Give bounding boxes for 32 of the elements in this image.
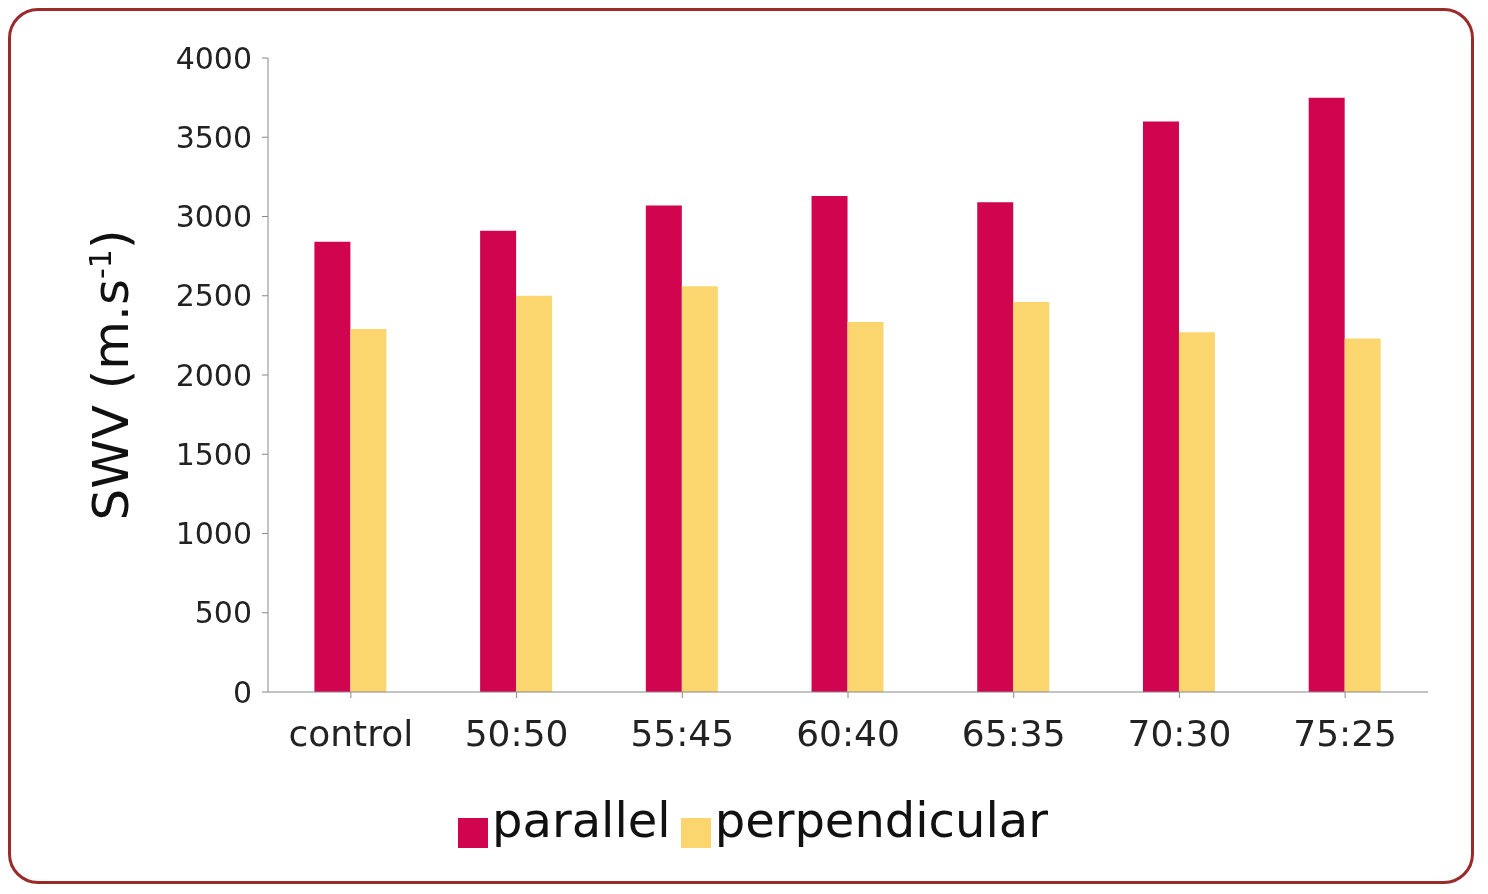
y-tick-label: 1500 xyxy=(175,436,252,472)
bar xyxy=(1178,332,1215,692)
bar xyxy=(847,321,884,692)
y-tick-label: 1000 xyxy=(175,516,252,552)
x-tick-label: 60:40 xyxy=(796,712,900,754)
legend-label: parallel xyxy=(492,792,671,848)
bar xyxy=(350,329,387,692)
y-tick-label: 4000 xyxy=(175,40,252,76)
x-tick-label: 70:30 xyxy=(1127,712,1232,754)
y-tick-label: 3000 xyxy=(175,199,252,235)
bar xyxy=(1013,302,1050,692)
bar xyxy=(314,241,351,692)
legend-label: perpendicular xyxy=(714,792,1048,848)
bar xyxy=(516,295,553,692)
bar xyxy=(645,205,682,692)
bar xyxy=(1142,121,1179,692)
y-tick-label: 500 xyxy=(194,595,252,631)
x-tick-label: 50:50 xyxy=(464,712,569,754)
x-tick-label: control xyxy=(288,712,414,754)
y-tick-label: 3500 xyxy=(175,119,252,155)
x-tick-label: 55:45 xyxy=(630,712,735,754)
bar xyxy=(811,195,848,692)
x-tick-label: 75:25 xyxy=(1293,712,1398,754)
bar xyxy=(977,202,1014,692)
y-tick-label: 0 xyxy=(232,674,252,710)
y-tick-label: 2500 xyxy=(175,278,252,314)
bar xyxy=(1308,97,1345,692)
bar xyxy=(681,286,718,692)
bar xyxy=(1344,338,1381,692)
bar xyxy=(480,230,517,692)
y-tick-label: 2000 xyxy=(175,357,252,393)
x-tick-label: 65:35 xyxy=(961,712,1066,754)
